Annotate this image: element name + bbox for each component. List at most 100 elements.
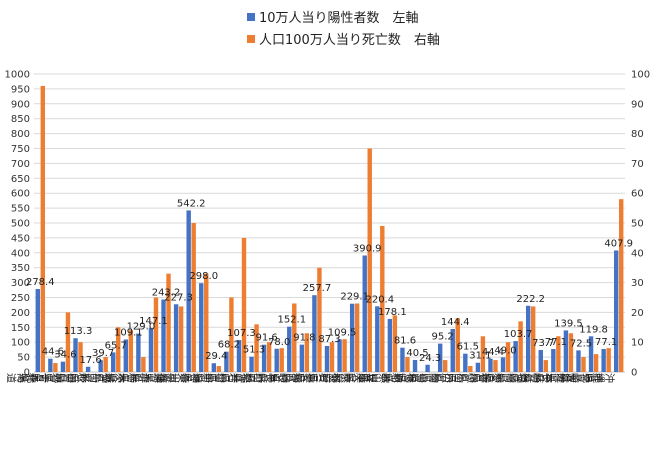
bar-cases — [274, 348, 279, 372]
category-label: 静岡県 — [270, 371, 302, 383]
bar-cases — [576, 350, 581, 372]
left-tick-label: 0 — [24, 368, 30, 379]
bar-cases — [136, 333, 141, 372]
category-label: 岩手県 — [31, 371, 63, 383]
bar-cases — [123, 339, 129, 372]
category-label: 山形県 — [68, 371, 99, 383]
data-label: 61.5 — [457, 342, 479, 353]
right-tick-label: 100 — [631, 70, 650, 81]
bar-cases — [211, 363, 217, 372]
category-label: 奈良県 — [358, 371, 390, 383]
data-label: 278.4 — [26, 277, 55, 288]
data-label: 243.2 — [152, 288, 181, 299]
category-label: 秋田県 — [56, 371, 88, 383]
left-tick-label: 700 — [11, 159, 30, 170]
bar-deaths — [229, 297, 234, 372]
data-label: 407.9 — [604, 238, 633, 249]
bar-cases — [148, 328, 154, 372]
left-tick-label: 200 — [11, 308, 30, 319]
right-tick-label: 40 — [631, 248, 644, 259]
bar-deaths — [166, 273, 171, 372]
left-tick-label: 400 — [11, 248, 30, 259]
data-label: 51.3 — [243, 345, 265, 356]
bar-cases — [85, 366, 91, 372]
bar-deaths — [53, 363, 58, 372]
bar-deaths — [468, 366, 473, 372]
bar-deaths — [78, 342, 83, 372]
data-label: 29.4 — [205, 351, 227, 362]
category-label: 愛知県 — [282, 371, 314, 383]
bar-cases — [387, 318, 393, 372]
bar-deaths — [65, 312, 71, 372]
right-tick-label: 70 — [631, 159, 644, 170]
bar-deaths — [354, 303, 360, 372]
bar-cases — [551, 349, 556, 372]
category-label: 千葉県 — [144, 371, 175, 383]
category-label: 神奈川県 — [159, 371, 201, 383]
category-label: 鹿児島県 — [561, 371, 603, 383]
category-label: 愛媛県 — [471, 371, 503, 383]
left-tick-label: 50 — [17, 353, 30, 364]
bar-deaths — [178, 306, 184, 372]
data-label: 77.1 — [545, 337, 567, 348]
data-label: 17.6 — [79, 355, 101, 366]
category-label: 青森県 — [18, 371, 50, 383]
left-tick-label: 950 — [11, 84, 30, 95]
data-label: 147.1 — [139, 316, 168, 327]
category-label: 宮城県 — [43, 371, 75, 383]
data-label: 73.7 — [532, 338, 554, 349]
left-axis: 0 50 100 150 200 250 300 350 400 450 500 550 600 650 7… — [5, 70, 30, 379]
category-label: 鳥取県 — [383, 371, 415, 383]
right-tick-label: 50 — [631, 219, 644, 230]
bar-deaths — [329, 342, 335, 372]
bars — [35, 85, 624, 373]
bar-deaths — [530, 306, 536, 372]
right-tick-label: 10 — [631, 338, 644, 349]
data-label: 144.4 — [441, 317, 470, 328]
right-tick-label: 0 — [631, 368, 637, 379]
data-labels: 278.4 44.634.6 113.3 17.639.765.7 109.1129.0… — [26, 198, 633, 365]
data-label: 227.3 — [164, 292, 193, 303]
bar-cases — [538, 350, 543, 372]
bar-deaths — [191, 223, 196, 372]
category-label: 香川県 — [458, 371, 489, 383]
category-label: 大分県 — [546, 371, 578, 383]
data-label: 129.0 — [127, 322, 156, 333]
data-label: 77.1 — [595, 337, 617, 348]
bar-cases — [111, 352, 116, 372]
category-label: 富山県 — [194, 371, 226, 383]
data-label: 220.4 — [365, 294, 394, 305]
category-label: 栃木県 — [106, 371, 138, 383]
bar-cases — [412, 359, 418, 372]
category-label: 新潟県 — [182, 371, 214, 383]
category-label: 大阪府 — [332, 371, 364, 383]
bar-cases — [287, 326, 292, 372]
bar-cases — [35, 289, 40, 372]
data-label: 390.9 — [353, 244, 382, 255]
data-label: 68.2 — [218, 340, 240, 351]
data-label: 78.0 — [268, 337, 290, 348]
bar-cases — [337, 339, 342, 372]
bar-deaths — [518, 321, 523, 372]
category-label: 埼玉県 — [131, 371, 163, 383]
bar-deaths — [266, 342, 272, 372]
bar-cases — [186, 210, 191, 372]
category-label: 佐賀県 — [508, 371, 539, 383]
bar-cases — [601, 349, 606, 372]
bar-deaths — [593, 354, 599, 372]
data-label: 222.2 — [516, 294, 545, 305]
left-tick-label: 350 — [11, 263, 30, 274]
left-tick-label: 100 — [11, 338, 30, 349]
bar-cases — [48, 358, 53, 372]
data-label: 24.3 — [419, 353, 441, 364]
bar-deaths — [204, 273, 209, 372]
bar-deaths — [141, 357, 146, 372]
bar-deaths — [505, 342, 511, 372]
bar-deaths — [153, 297, 159, 372]
bar-deaths — [543, 360, 548, 372]
right-axis: 0 10 20 30 40 50 60 70 80 90 100 — [631, 70, 650, 379]
category-label: 京都府 — [320, 371, 352, 383]
left-tick-label: 450 — [11, 233, 30, 244]
category-label: 広島県 — [420, 371, 452, 383]
